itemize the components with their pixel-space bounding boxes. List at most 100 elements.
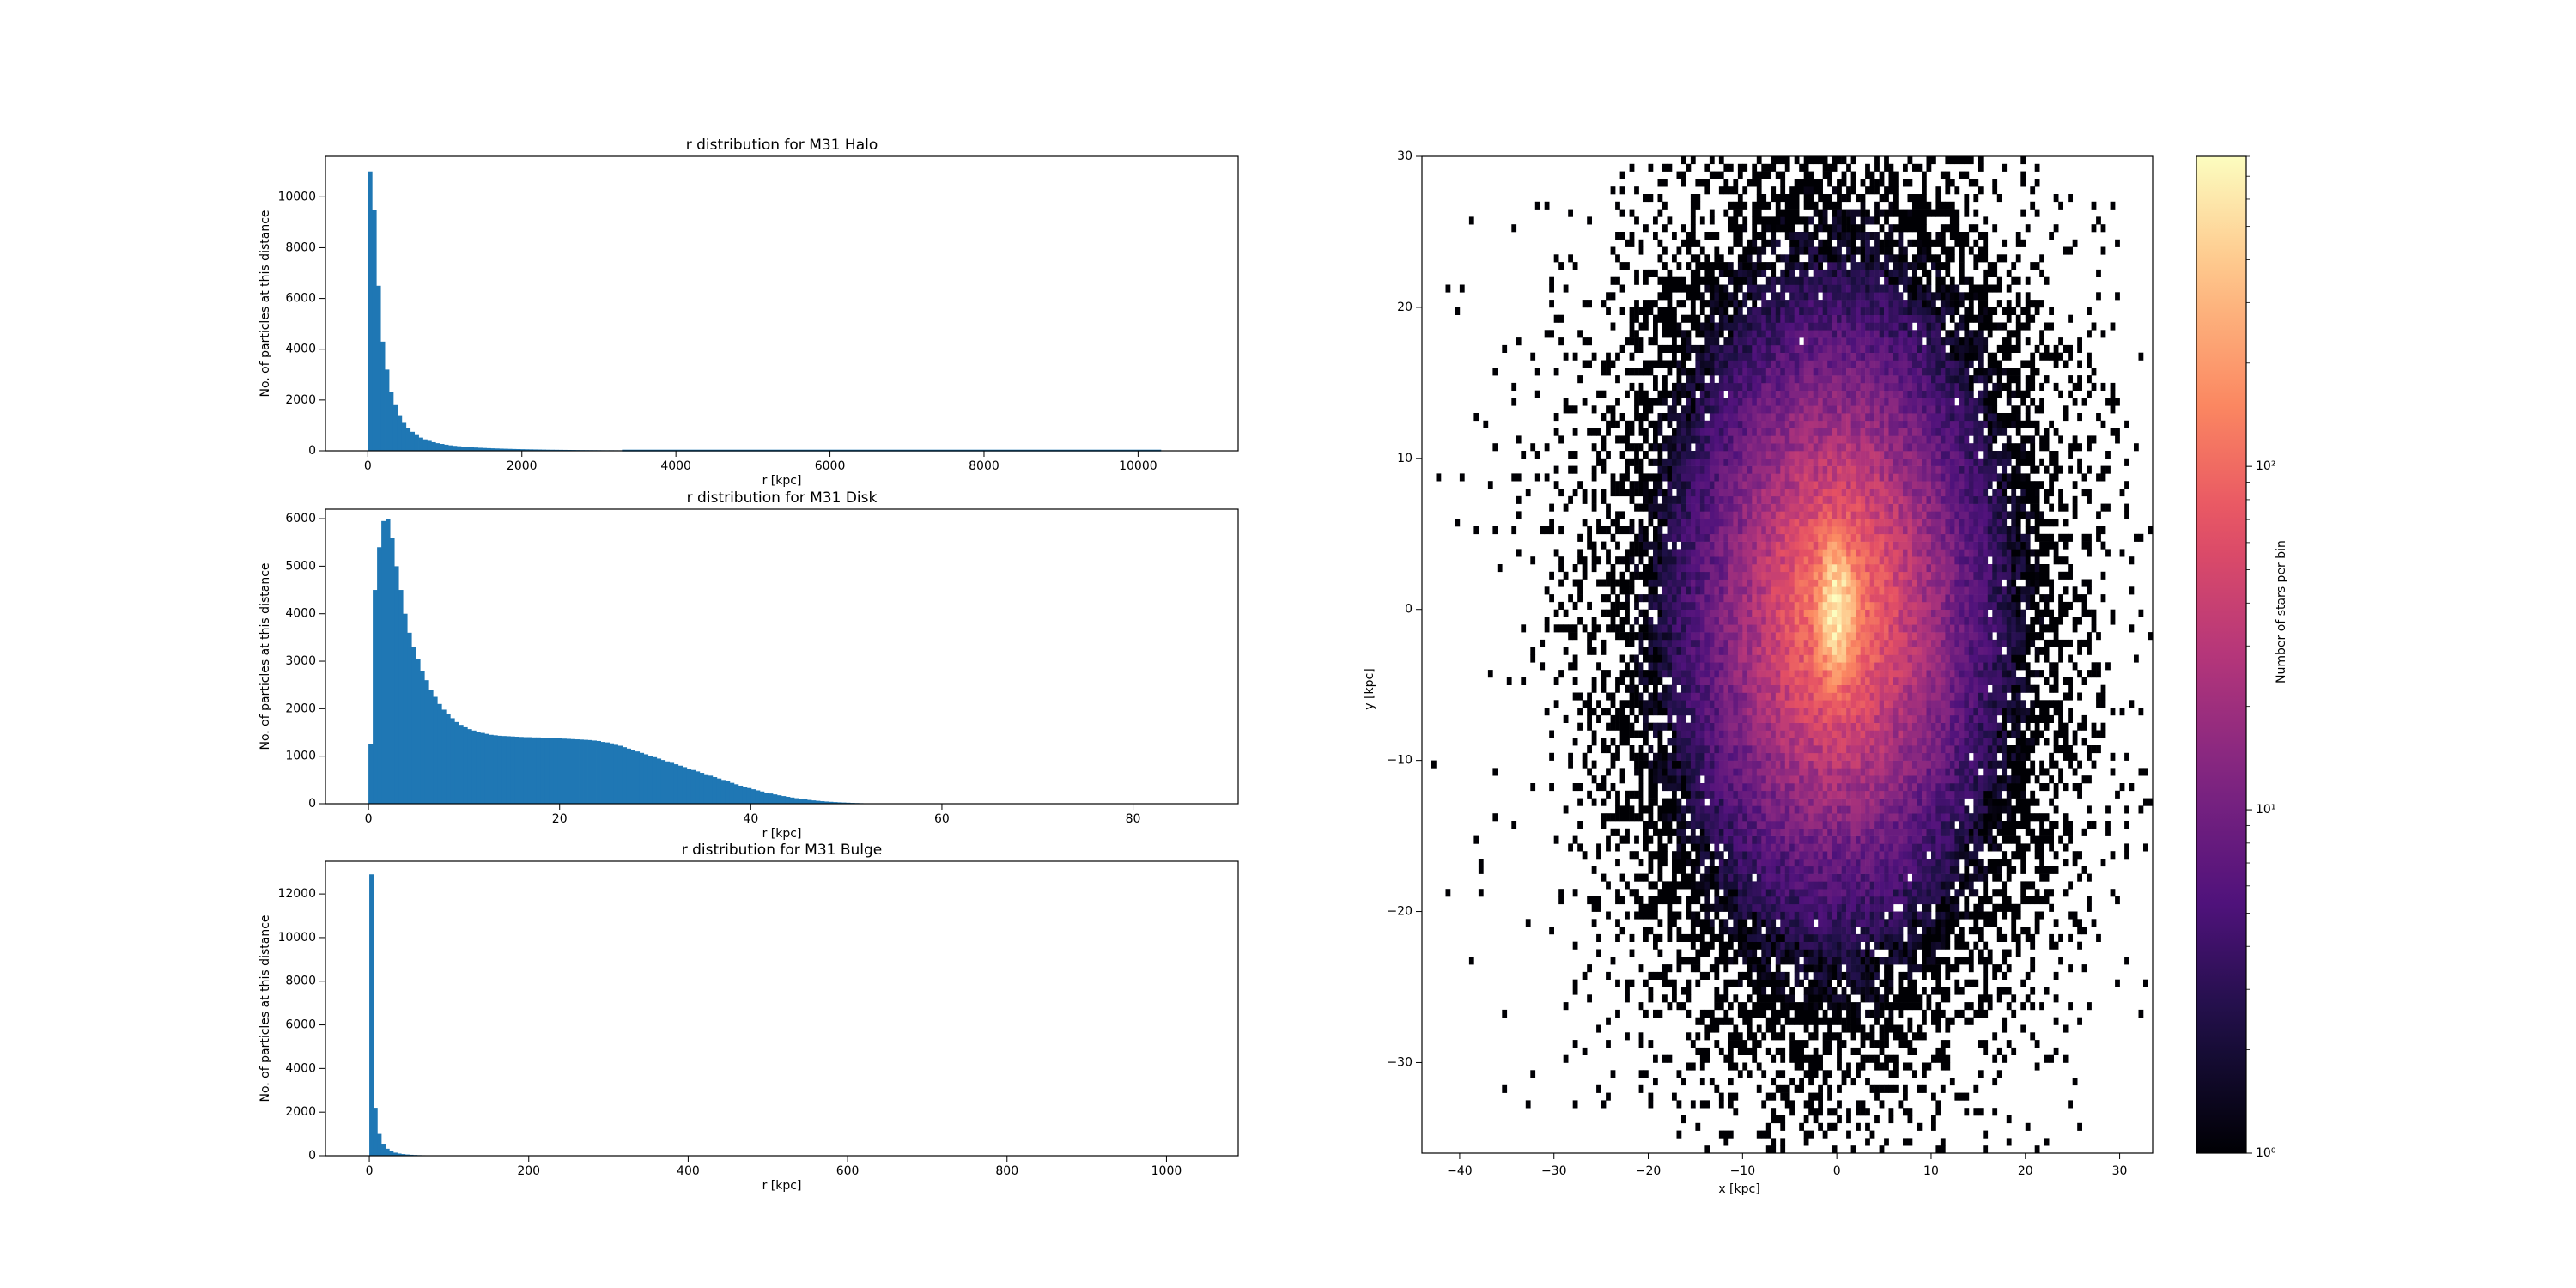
heatmap-cell [1771, 579, 1777, 587]
heatmap-cell [1690, 495, 1696, 504]
heatmap-cell [1709, 405, 1715, 414]
heatmap-cell [1699, 813, 1705, 822]
heatmap-cell [1695, 330, 1701, 338]
heatmap-cell [1775, 745, 1781, 754]
x-tick-label: 1000 [1151, 1164, 1182, 1178]
bar [427, 440, 432, 451]
heatmap-cell [1699, 179, 1705, 187]
heatmap-cell [1818, 684, 1823, 693]
heatmap-cell [1813, 276, 1819, 285]
heatmap-cell [1827, 714, 1832, 723]
heatmap-cell [1686, 722, 1692, 731]
heatmap-cell [1813, 511, 1819, 519]
heatmap-cell [1803, 1024, 1809, 1033]
heatmap-cell [1803, 465, 1809, 474]
heatmap-cell [1775, 677, 1781, 685]
heatmap-cell [1761, 322, 1767, 331]
heatmap-cell [1765, 443, 1771, 452]
heatmap-cell [1784, 745, 1790, 754]
heatmap-cell [1662, 503, 1668, 512]
heatmap-cell [1813, 533, 1819, 542]
heatmap-cell [1784, 971, 1790, 980]
heatmap-cell [1709, 639, 1715, 647]
heatmap-cell [1771, 662, 1777, 671]
heatmap-cell [1780, 919, 1786, 927]
heatmap-cell [1775, 859, 1781, 867]
heatmap-cell [1827, 760, 1832, 769]
heatmap-cell [1690, 881, 1696, 890]
heatmap-cell [1733, 1040, 1739, 1048]
x-tick-label: 20 [552, 812, 568, 826]
heatmap-cell [1699, 344, 1705, 353]
bar [510, 736, 515, 804]
heatmap-cell [1784, 1002, 1790, 1011]
bar [398, 590, 404, 804]
heatmap-cell [1714, 276, 1720, 285]
heatmap-cell [1699, 1017, 1705, 1025]
heatmap-cell [1733, 994, 1739, 1003]
heatmap-cell [1690, 541, 1696, 550]
y-tick-label: 4000 [285, 343, 316, 356]
heatmap-cell [1728, 866, 1734, 874]
heatmap-cell [1822, 1040, 1828, 1048]
heatmap-cell [1619, 722, 1625, 731]
heatmap-cell [1765, 481, 1771, 489]
heatmap-cell [1818, 692, 1823, 701]
heatmap-cell [1587, 337, 1592, 346]
heatmap-cell [1780, 307, 1786, 315]
heatmap-cell [1784, 368, 1790, 376]
heatmap-cell [1733, 866, 1739, 874]
heatmap-cell [1657, 700, 1663, 708]
heatmap-cell [1629, 571, 1635, 580]
heatmap-cell [1737, 714, 1743, 723]
heatmap-cell [1709, 269, 1715, 277]
heatmap-cell [1681, 835, 1686, 844]
heatmap-cell [1747, 594, 1753, 603]
heatmap-cell [1695, 564, 1701, 573]
heatmap-cell [1784, 489, 1790, 497]
heatmap-cell [1822, 458, 1828, 466]
heatmap-cell [1610, 360, 1616, 368]
heatmap-cell [1643, 428, 1649, 436]
heatmap-cell [1718, 624, 1724, 633]
heatmap-cell [1789, 276, 1795, 285]
heatmap-cell [1686, 933, 1692, 942]
heatmap-cell [1765, 556, 1771, 565]
heatmap-cell [1723, 1054, 1729, 1063]
heatmap-cell [1799, 292, 1804, 301]
heatmap-cell [1723, 262, 1729, 270]
bar [444, 444, 449, 451]
heatmap-cell [1765, 163, 1771, 172]
heatmap-cell [1756, 843, 1762, 852]
heatmap-cell [1643, 903, 1649, 912]
heatmap-cell [1737, 239, 1743, 247]
heatmap-cell [1714, 344, 1720, 353]
heatmap-cell [1718, 752, 1724, 761]
heatmap-cell [1775, 564, 1781, 573]
heatmap-cell [1676, 564, 1682, 573]
heatmap-cell [1761, 443, 1767, 452]
heatmap-cell [1789, 692, 1795, 701]
heatmap-cell [1771, 738, 1777, 746]
heatmap-cell [1657, 390, 1663, 398]
heatmap-cell [1761, 949, 1767, 957]
heatmap-cell [1737, 564, 1743, 573]
heatmap-cell [1723, 322, 1729, 331]
heatmap-cell [1761, 987, 1767, 995]
heatmap-cell [1728, 601, 1734, 610]
heatmap-cell [1827, 1047, 1832, 1055]
heatmap-cell [1742, 760, 1748, 769]
heatmap-cell [1676, 933, 1682, 942]
heatmap-cell [1615, 708, 1620, 716]
heatmap-cell [1681, 541, 1686, 550]
heatmap-cell [1818, 903, 1823, 912]
heatmap-cell [1784, 209, 1790, 217]
heatmap-cell [1765, 1122, 1771, 1131]
heatmap-cell [1672, 647, 1677, 655]
heatmap-cell [1723, 571, 1729, 580]
heatmap-cell [1822, 586, 1828, 595]
heatmap-cell [1756, 465, 1762, 474]
heatmap-cell [1789, 919, 1795, 927]
heatmap-cell [1827, 556, 1832, 565]
heatmap-cell [1765, 601, 1771, 610]
